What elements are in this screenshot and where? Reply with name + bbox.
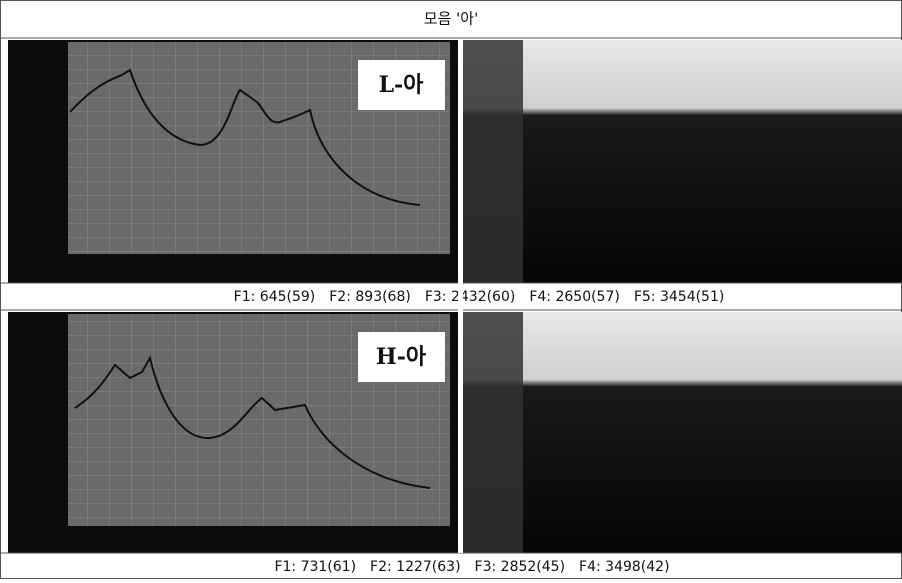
formant: F2: 1227(63) xyxy=(370,559,461,575)
formant: F5: 3454(51) xyxy=(634,289,725,305)
formant: F1: 645(59) xyxy=(234,289,316,305)
formant: F1: 731(61) xyxy=(274,559,356,575)
panel-label: L-아 xyxy=(379,72,425,98)
formant: F3: 2432(60) xyxy=(425,289,516,305)
panel-label: H-아 xyxy=(376,344,427,370)
formant: F3: 2852(45) xyxy=(475,559,566,575)
title: 모음 '아' xyxy=(424,10,478,28)
formant: F4: 3498(42) xyxy=(579,559,670,575)
panel-top: L-아 xyxy=(8,40,902,283)
formant: F2: 893(68) xyxy=(329,289,411,305)
formant: F4: 2650(57) xyxy=(529,289,620,305)
formant-caption: F1: 731(61) F2: 1227(63) F3: 2852(45) F4: 3… xyxy=(274,559,669,575)
formant-caption: F1: 645(59) F2: 893(68) F3: 2432(60) F4: 26… xyxy=(234,289,725,305)
panel-bottom: H-아 xyxy=(8,312,902,553)
